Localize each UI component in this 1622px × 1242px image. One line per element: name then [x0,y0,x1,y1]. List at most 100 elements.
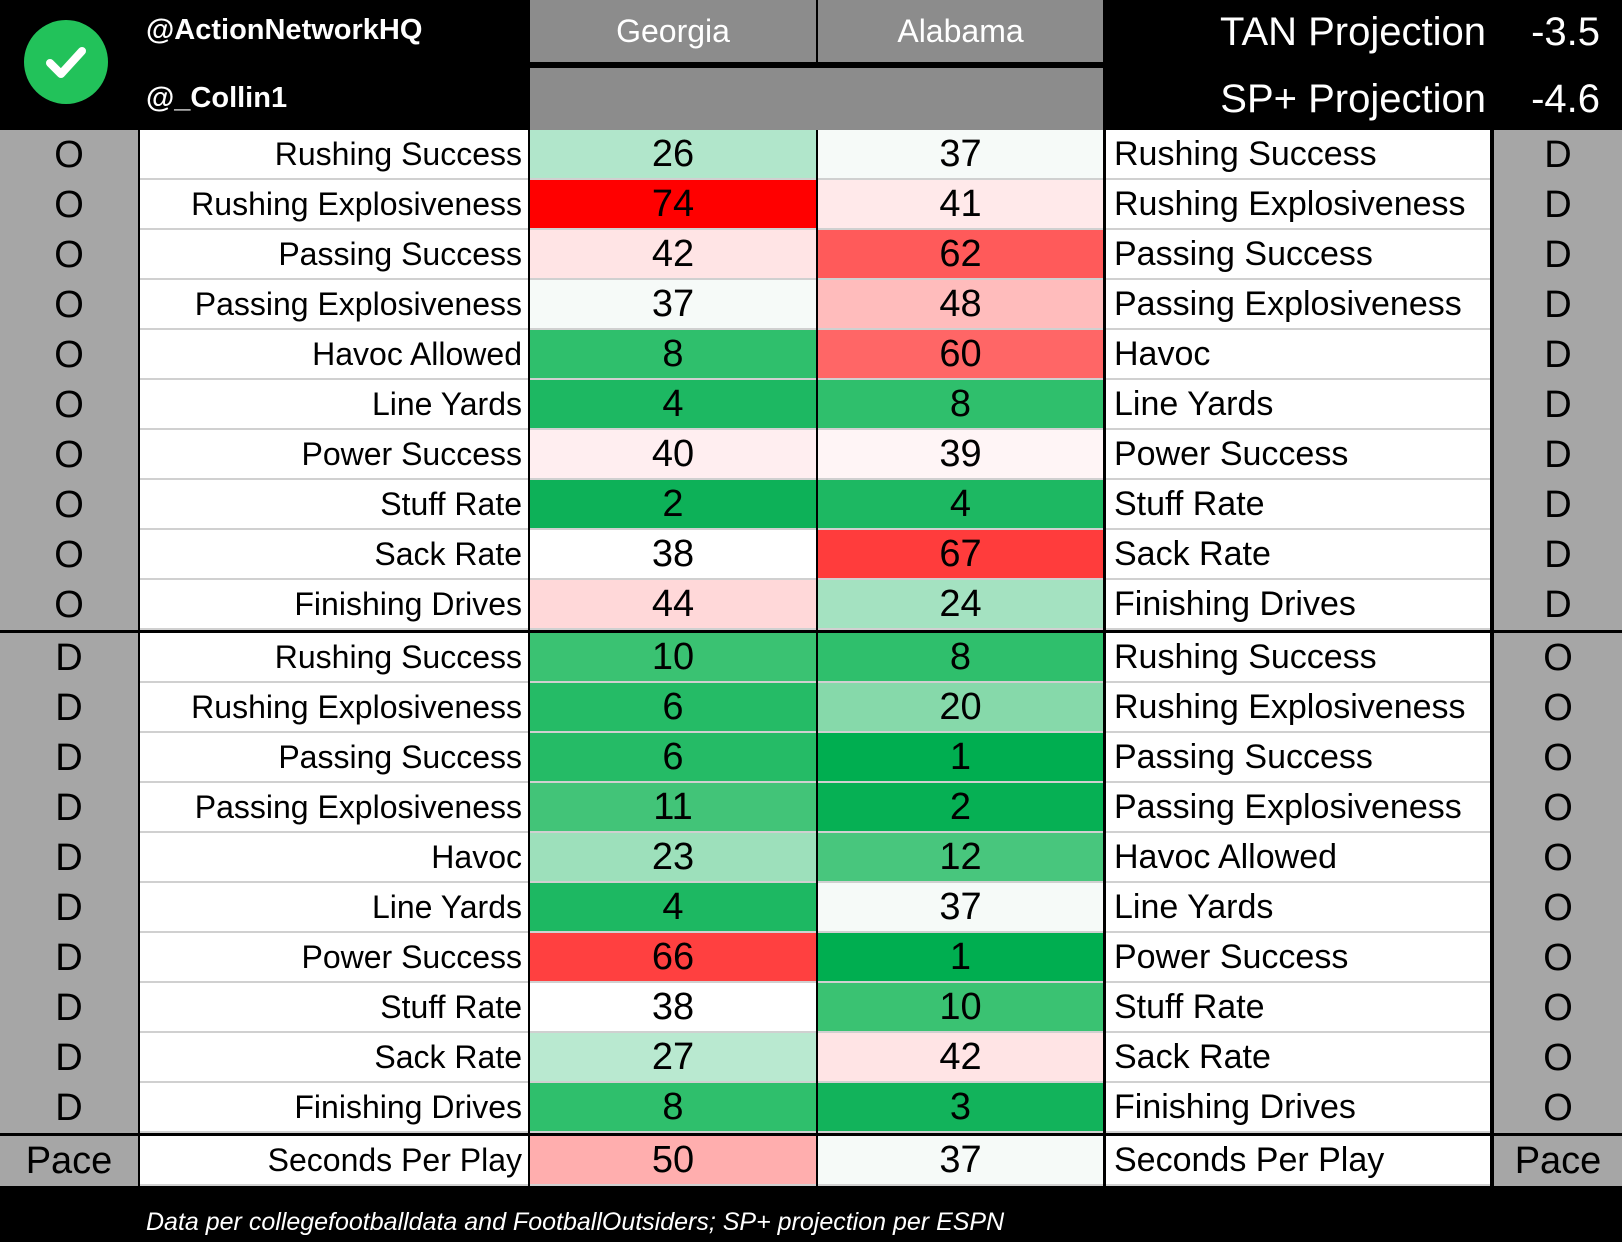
side-left: O [0,230,138,280]
side-right: Pace [1494,1136,1622,1186]
georgia-value: 10 [530,633,816,683]
stat-label-right: Finishing Drives [1106,580,1490,630]
stat-label-right: Sack Rate [1106,1033,1490,1083]
alabama-value: 37 [818,1136,1103,1186]
side-left: D [0,633,138,683]
table-row: O Stuff Rate 2 4 Stuff Rate D [0,480,1622,530]
side-right: D [1494,380,1622,430]
stat-label-left: Rushing Explosiveness [140,683,528,733]
side-right: D [1494,230,1622,280]
side-left: D [0,683,138,733]
tan-projection-label: TAN Projection [1219,10,1486,54]
side-left: O [0,180,138,230]
georgia-value: 8 [530,1083,816,1133]
stat-label-left: Stuff Rate [140,983,528,1033]
georgia-value: 4 [530,380,816,430]
georgia-value: 50 [530,1136,816,1186]
stat-label-right: Rushing Explosiveness [1106,683,1490,733]
georgia-value: 11 [530,783,816,833]
stat-label-left: Finishing Drives [140,1083,528,1133]
side-right: D [1494,530,1622,580]
side-right: D [1494,480,1622,530]
side-right: D [1494,580,1622,630]
stat-label-left: Passing Success [140,733,528,783]
tan-projection-value: -3.5 [1531,10,1600,54]
side-right: D [1494,180,1622,230]
stat-label-right: Line Yards [1106,380,1490,430]
side-right: O [1494,1083,1622,1133]
table-row: O Havoc Allowed 8 60 Havoc D [0,330,1622,380]
section-divider [0,1133,1622,1136]
alabama-value: 41 [818,180,1103,230]
alabama-value: 42 [818,1033,1103,1083]
sp-projection-label: SP+ Projection [1220,77,1486,121]
table-row: D Passing Explosiveness 11 2 Passing Explosi… [0,783,1622,833]
side-right: D [1494,130,1622,180]
side-left: D [0,933,138,983]
side-left: O [0,280,138,330]
side-right: O [1494,683,1622,733]
stat-label-right: Finishing Drives [1106,1083,1490,1133]
section-divider [0,630,1622,633]
table-row: O Power Success 40 39 Power Success D [0,430,1622,480]
side-left: O [0,530,138,580]
georgia-value: 6 [530,683,816,733]
side-left: D [0,883,138,933]
alabama-value: 37 [818,883,1103,933]
stat-label-left: Havoc [140,833,528,883]
georgia-value: 74 [530,180,816,230]
stat-label-left: Havoc Allowed [140,330,528,380]
stat-label-right: Havoc [1106,330,1490,380]
georgia-value: 40 [530,430,816,480]
stat-label-right: Havoc Allowed [1106,833,1490,883]
table-row: D Sack Rate 27 42 Sack Rate O [0,1033,1622,1083]
alabama-value: 4 [818,480,1103,530]
stat-label-right: Stuff Rate [1106,480,1490,530]
side-left: D [0,983,138,1033]
stat-label-left: Line Yards [140,883,528,933]
alabama-value: 39 [818,430,1103,480]
table-row: O Passing Explosiveness 37 48 Passing Explos… [0,280,1622,330]
stat-label-right: Rushing Success [1106,130,1490,180]
georgia-value: 8 [530,330,816,380]
handle-action-network: @ActionNetworkHQ [146,14,423,46]
alabama-value: 62 [818,230,1103,280]
stat-label-left: Line Yards [140,380,528,430]
side-right: D [1494,280,1622,330]
alabama-value: 8 [818,633,1103,683]
stat-label-right: Rushing Success [1106,633,1490,683]
table-row: D Finishing Drives 8 3 Finishing Drives O [0,1083,1622,1133]
side-right: O [1494,883,1622,933]
side-left: D [0,1033,138,1083]
georgia-value: 6 [530,733,816,783]
alabama-value: 10 [818,983,1103,1033]
side-left: O [0,380,138,430]
stat-label-right: Power Success [1106,933,1490,983]
georgia-value: 23 [530,833,816,883]
stat-label-left: Passing Explosiveness [140,280,528,330]
stat-label-right: Passing Success [1106,230,1490,280]
alabama-value: 37 [818,130,1103,180]
side-right: D [1494,330,1622,380]
side-left: Pace [0,1136,138,1186]
side-right: O [1494,933,1622,983]
stat-label-left: Power Success [140,933,528,983]
sp-projection-value: -4.6 [1531,77,1600,121]
alabama-value: 3 [818,1083,1103,1133]
stat-label-left: Power Success [140,430,528,480]
side-left: O [0,580,138,630]
alabama-value: 8 [818,380,1103,430]
table-row: D Passing Success 6 1 Passing Success O [0,733,1622,783]
table-row: Pace Seconds Per Play 50 37 Seconds Per Play… [0,1136,1622,1186]
table-row: D Havoc 23 12 Havoc Allowed O [0,833,1622,883]
georgia-value: 42 [530,230,816,280]
side-right: O [1494,983,1622,1033]
team-header-georgia: Georgia [530,0,816,62]
side-left: D [0,1083,138,1133]
stat-label-left: Sack Rate [140,1033,528,1083]
side-left: D [0,733,138,783]
alabama-value: 67 [818,530,1103,580]
handle-collin: @_Collin1 [146,82,288,114]
georgia-value: 27 [530,1033,816,1083]
table-row: D Stuff Rate 38 10 Stuff Rate O [0,983,1622,1033]
